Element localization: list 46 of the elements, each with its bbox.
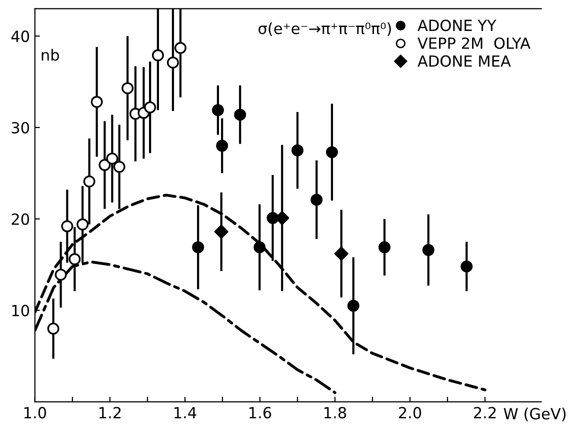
point — [326, 146, 338, 158]
point — [106, 152, 118, 165]
point — [113, 160, 126, 173]
legend-label: ADONE MEA — [418, 55, 511, 67]
point — [212, 104, 224, 116]
point — [68, 253, 81, 266]
x-tick-label: 1.4 — [174, 407, 196, 418]
point — [234, 108, 246, 121]
point — [291, 144, 304, 156]
point — [192, 241, 204, 254]
point — [98, 158, 111, 171]
y-axis-title: nb — [42, 48, 59, 61]
point — [47, 322, 60, 335]
point — [144, 101, 156, 114]
x-tick-label: 1.0 — [24, 406, 46, 418]
point — [83, 175, 96, 188]
y-tick-label: 40 — [11, 30, 30, 42]
point — [61, 220, 74, 232]
x-axis-title: W (GeV) — [504, 408, 566, 422]
point — [310, 194, 323, 206]
point — [460, 260, 473, 272]
x-tick-label: 1.6 — [249, 406, 272, 418]
x-tick-label: 2.2 — [474, 406, 496, 418]
x-tick-label: 1.8 — [324, 406, 346, 418]
y-tick-label: 30 — [12, 122, 30, 134]
point — [76, 218, 89, 230]
point — [166, 56, 179, 69]
point — [216, 140, 228, 152]
point — [54, 268, 67, 281]
text: σ(e⁺e⁻→π⁺π⁻π⁰π⁰) — [258, 22, 391, 36]
y-tick-label: 20 — [12, 213, 30, 225]
point — [214, 224, 228, 239]
point — [90, 96, 103, 108]
x-tick-label: 2.0 — [398, 406, 422, 418]
y-tick-label: 10 — [12, 304, 30, 316]
x-tick-label: 1.2 — [99, 406, 121, 418]
point — [174, 42, 186, 54]
point — [334, 246, 348, 261]
point — [422, 244, 434, 256]
point — [254, 241, 266, 254]
legend-label: VEPP 2M OLYA — [418, 37, 530, 49]
point — [378, 241, 390, 254]
point — [152, 49, 164, 62]
point — [347, 300, 360, 312]
legend-label: ADONE YY — [418, 20, 496, 32]
point — [122, 82, 134, 94]
